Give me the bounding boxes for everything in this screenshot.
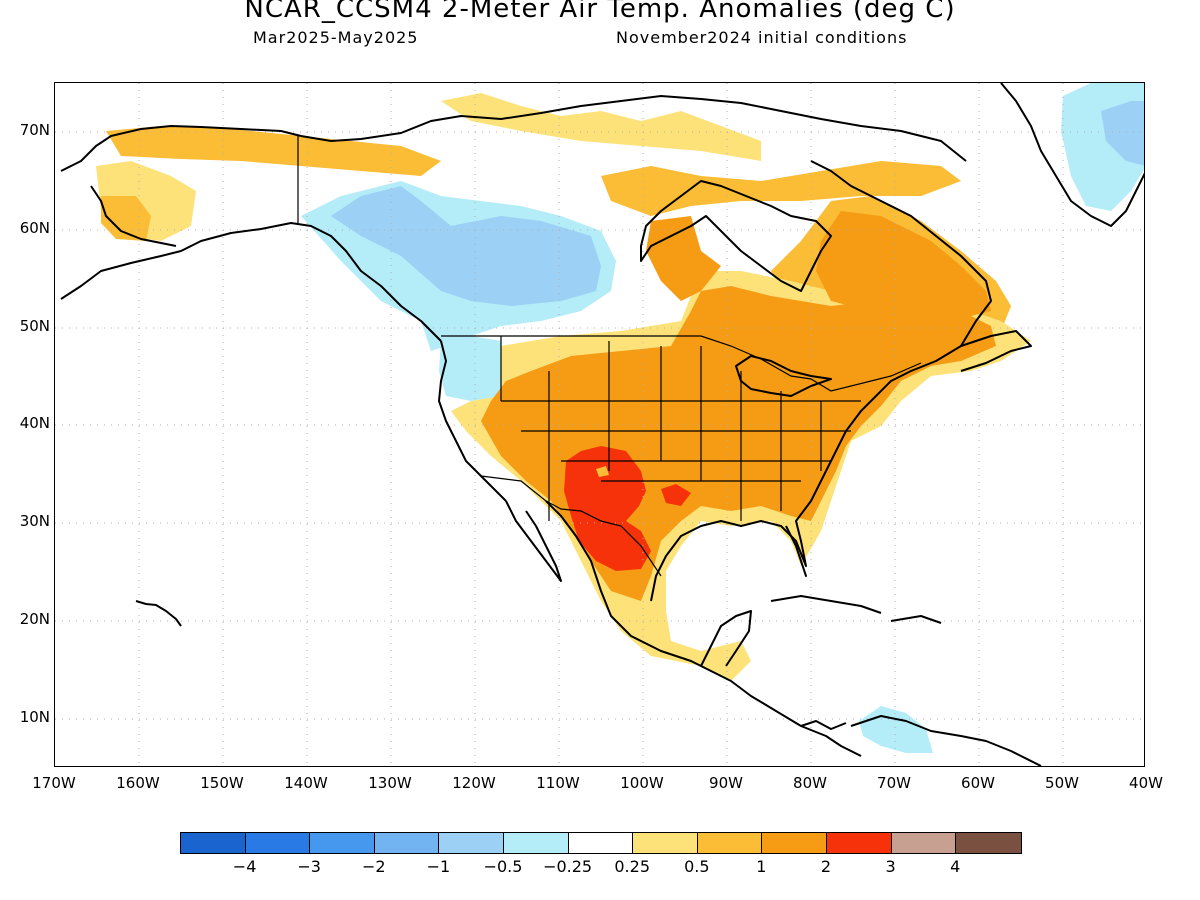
initial-conditions-label: November2024 initial conditions — [616, 28, 908, 47]
coast-baja — [505, 500, 562, 582]
color-scale-label: −2 — [362, 857, 386, 876]
lon-label-100w: 100W — [620, 774, 664, 792]
coast-west-us — [438, 340, 507, 502]
lat-label-40n: 40N — [19, 414, 50, 432]
warm-anomaly-texas-spot — [661, 484, 691, 506]
color-scale-swatch — [956, 833, 1021, 853]
color-scale-label: 2 — [820, 857, 832, 876]
warm-anomaly-hudson-bay — [646, 216, 721, 301]
coast-mexico-west — [545, 500, 862, 757]
color-scale-label: 3 — [885, 857, 896, 876]
chart-title: NCAR_CCSM4 2-Meter Air Temp. Anomalies (… — [244, 0, 956, 24]
color-scale-label: 0.5 — [684, 857, 710, 876]
cool-anomaly-greenland-core — [1101, 101, 1144, 166]
cool-anomaly-core — [331, 186, 601, 306]
color-scale-swatch — [245, 833, 311, 853]
anomaly-fill-layer — [96, 83, 1144, 753]
lat-label-60n: 60N — [19, 219, 50, 237]
anomaly-map — [54, 82, 1145, 767]
color-scale-label: −0.5 — [483, 857, 523, 876]
color-scale-label: −4 — [232, 857, 257, 876]
lon-label-110w: 110W — [536, 774, 580, 792]
coast-great-lakes — [735, 355, 832, 397]
coast-yucatan — [700, 610, 752, 667]
us-canada-border — [441, 335, 922, 392]
coast-gulf — [650, 470, 827, 602]
map-canvas — [55, 83, 1144, 766]
lon-label-120w: 120W — [452, 774, 496, 792]
lat-label-20n: 20N — [19, 610, 50, 628]
color-scale-label: 4 — [950, 857, 961, 876]
color-scale-swatch — [503, 833, 569, 853]
lon-label-170w: 170W — [32, 774, 76, 792]
color-scale-swatch — [826, 833, 892, 853]
color-scale-swatch — [762, 833, 827, 853]
political-borders — [297, 136, 922, 577]
lon-label-60w: 60W — [961, 774, 995, 792]
warm-anomaly-labrador — [816, 211, 991, 321]
warm-anomaly-arctic-islands — [441, 93, 761, 161]
lat-label-50n: 50N — [19, 317, 50, 335]
warm-anomaly-alaska-sw — [101, 196, 151, 241]
lon-label-50w: 50W — [1045, 774, 1079, 792]
coast-alaska-sw — [90, 185, 177, 247]
cool-anomaly-caribbean — [859, 706, 933, 753]
coast-arctic — [300, 95, 967, 162]
coast-panama — [800, 720, 847, 730]
color-scale-swatch — [697, 833, 763, 853]
color-scale-label: −1 — [426, 857, 451, 876]
coast-hawaii — [135, 600, 182, 627]
lon-label-140w: 140W — [284, 774, 328, 792]
coast-alaska-west — [60, 125, 302, 172]
color-scale-swatch — [891, 833, 957, 853]
lat-label-10n: 10N — [19, 708, 50, 726]
color-scale-swatch — [374, 833, 440, 853]
coast-florida — [785, 525, 807, 577]
coast-south-america — [850, 715, 1042, 766]
coast-greenland — [1000, 83, 1144, 227]
lat-label-70n: 70N — [19, 121, 50, 139]
coast-labrador — [810, 160, 992, 347]
color-scale-label: −3 — [297, 857, 321, 876]
coast-cuba — [770, 595, 882, 614]
coast-alaska — [60, 222, 442, 342]
color-scale-swatch — [181, 833, 246, 853]
coastlines — [60, 83, 1144, 766]
color-scale-label: 0.25 — [614, 857, 650, 876]
warm-anomaly-continental-main — [481, 286, 996, 601]
lon-label-40w: 40W — [1129, 774, 1163, 792]
lon-label-150w: 150W — [200, 774, 244, 792]
warm-anomaly-southwest-core — [564, 446, 651, 571]
us-mexico-border — [480, 475, 662, 577]
color-scale-bar — [180, 832, 1022, 854]
lat-label-30n: 30N — [19, 512, 50, 530]
us-state-lines — [500, 336, 861, 521]
coast-hudson-bay — [640, 180, 832, 292]
warm-anomaly-hudson-east — [601, 161, 961, 216]
color-scale-swatch — [568, 833, 634, 853]
color-scale-swatch — [310, 833, 375, 853]
coast-east-us — [825, 330, 1032, 472]
color-scale-swatch — [633, 833, 698, 853]
season-label: Mar2025-May2025 — [253, 28, 419, 47]
warm-anomaly-alaska-north — [106, 126, 441, 176]
lon-label-90w: 90W — [709, 774, 743, 792]
color-scale-swatch — [439, 833, 504, 853]
coast-hispaniola — [890, 615, 942, 624]
warm-anomaly-new-mexico-spot — [596, 466, 609, 477]
lon-label-160w: 160W — [116, 774, 160, 792]
lon-label-70w: 70W — [877, 774, 911, 792]
color-scale-label: 1 — [756, 857, 767, 876]
color-scale-label: −0.25 — [543, 857, 593, 876]
cool-anomaly-pacific-nw — [439, 336, 501, 401]
lon-label-130w: 130W — [368, 774, 412, 792]
lon-label-80w: 80W — [793, 774, 827, 792]
